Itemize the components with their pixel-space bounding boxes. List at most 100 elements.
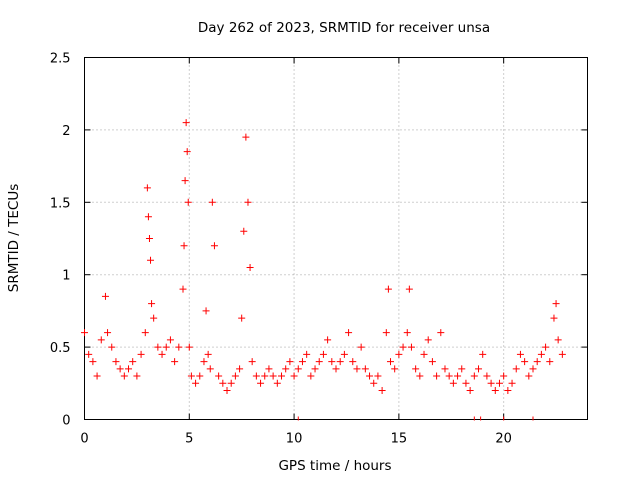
x-axis-label: GPS time / hours	[278, 458, 391, 474]
data-point	[175, 343, 183, 351]
data-point	[340, 350, 348, 358]
data-point	[391, 365, 399, 373]
plot-frame	[84, 57, 588, 420]
data-point	[508, 379, 516, 387]
data-point	[154, 343, 162, 351]
data-point	[148, 300, 156, 308]
data-point	[97, 336, 105, 344]
data-point	[311, 365, 319, 373]
data-point	[257, 379, 265, 387]
data-point	[219, 379, 227, 387]
data-point	[512, 365, 520, 373]
data-point	[290, 372, 298, 380]
data-point	[162, 343, 170, 351]
data-point	[491, 387, 499, 395]
data-point	[143, 184, 151, 192]
data-point	[550, 314, 558, 322]
data-point	[345, 329, 353, 337]
data-point	[504, 387, 512, 395]
data-point	[298, 358, 306, 366]
data-point	[521, 358, 529, 366]
data-point	[470, 372, 478, 380]
data-point	[366, 372, 374, 380]
x-tick-label: 20	[495, 432, 512, 447]
data-point	[246, 263, 254, 271]
data-point	[424, 336, 432, 344]
x-tick-label: 5	[185, 432, 193, 447]
grid-lines	[84, 57, 588, 420]
y-tick-label: 0.5	[50, 341, 71, 356]
axis-ticks	[84, 57, 588, 420]
data-point	[525, 372, 533, 380]
data-point	[141, 329, 149, 337]
data-point	[89, 358, 97, 366]
data-point	[242, 133, 250, 141]
data-point	[252, 372, 260, 380]
data-point	[412, 365, 420, 373]
data-point	[546, 358, 554, 366]
data-point	[437, 329, 445, 337]
y-tick-label: 0	[62, 414, 70, 429]
data-point	[244, 198, 252, 206]
data-point	[405, 285, 413, 293]
data-point	[231, 372, 239, 380]
x-tick-labels: 0 5 10 15 20	[80, 432, 512, 447]
data-point	[166, 336, 174, 344]
data-point	[81, 329, 88, 337]
data-point	[144, 213, 152, 221]
data-point	[384, 285, 392, 293]
data-point	[294, 365, 302, 373]
data-point	[204, 350, 212, 358]
data-point	[357, 343, 365, 351]
data-point	[445, 372, 453, 380]
data-point	[441, 365, 449, 373]
data-point	[382, 329, 390, 337]
data-point	[210, 242, 218, 250]
data-point	[200, 358, 208, 366]
data-point	[180, 242, 188, 250]
data-point	[187, 372, 195, 380]
data-point	[238, 314, 246, 322]
data-point	[202, 307, 210, 315]
y-tick-label: 1.5	[50, 196, 71, 211]
data-point	[462, 379, 470, 387]
data-point	[332, 365, 340, 373]
x-tick-label: 0	[80, 432, 88, 447]
data-point	[248, 358, 256, 366]
data-point	[196, 372, 204, 380]
data-point	[466, 387, 474, 395]
data-point	[416, 372, 424, 380]
data-point	[240, 227, 248, 235]
data-point	[278, 372, 286, 380]
data-point	[112, 358, 120, 366]
data-point	[361, 365, 369, 373]
data-point	[227, 379, 235, 387]
data-point	[120, 372, 128, 380]
data-point	[315, 358, 323, 366]
data-point	[181, 177, 189, 185]
bottom-markers	[297, 416, 534, 421]
data-point	[374, 372, 382, 380]
data-point	[407, 343, 415, 351]
data-point	[125, 365, 133, 373]
data-point	[158, 350, 166, 358]
data-point	[192, 379, 200, 387]
y-tick-label: 1	[62, 269, 70, 284]
data-point	[261, 372, 269, 380]
data-point	[336, 358, 344, 366]
data-point	[108, 343, 116, 351]
data-point	[116, 365, 124, 373]
data-point	[386, 358, 394, 366]
data-point	[403, 329, 411, 337]
x-tick-label: 10	[286, 432, 303, 447]
data-point	[378, 387, 386, 395]
data-point	[370, 379, 378, 387]
data-point	[286, 358, 294, 366]
data-point	[147, 256, 155, 264]
data-point	[182, 119, 190, 127]
data-point	[93, 372, 101, 380]
data-point	[542, 343, 550, 351]
data-points	[81, 119, 566, 395]
data-point	[183, 148, 191, 156]
